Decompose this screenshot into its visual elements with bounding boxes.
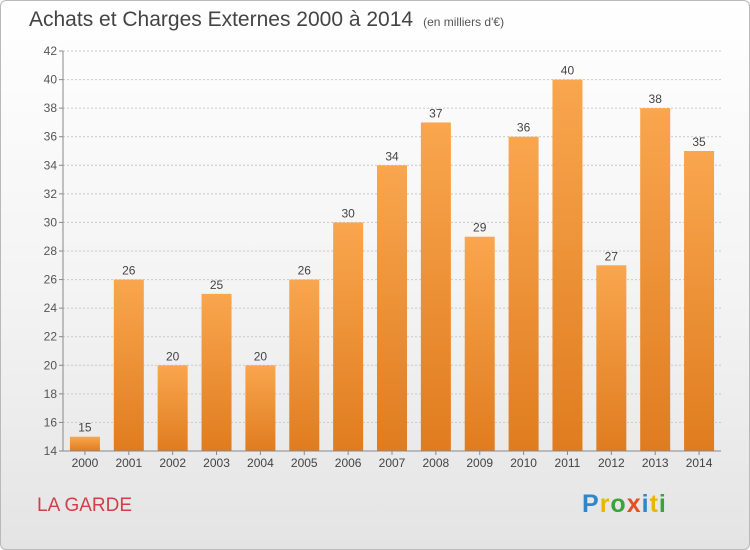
location-label: LA GARDE: [37, 495, 133, 516]
logo-letter: t: [649, 490, 659, 518]
bar: [596, 265, 627, 451]
bar-value-label: 27: [605, 249, 619, 263]
bar-value-label: 20: [166, 349, 180, 363]
y-tick-label: 20: [44, 358, 58, 372]
axes: 14 16 18 20 22 24 26 28 30 32 34 36 38 40 42 2000 2001 20…: [44, 44, 721, 470]
logo-letter: x: [626, 490, 642, 518]
x-tick-label: 2008: [423, 456, 450, 470]
chart-title: Achats et Charges Externes 2000 à 2014 (e…: [29, 8, 504, 32]
x-tick-label: 2005: [291, 456, 318, 470]
bar-value-label: 38: [649, 92, 663, 106]
proxiti-logo: Proxiti: [582, 490, 667, 519]
y-tick-label: 34: [44, 158, 58, 172]
x-tick-label: 2011: [555, 456, 581, 470]
logo-letter: i: [641, 490, 650, 518]
bar: [69, 436, 100, 451]
bar-value-label: 30: [341, 206, 355, 220]
bar: [377, 165, 407, 452]
bar: [333, 222, 364, 451]
bar: [157, 365, 188, 451]
logo-letter: o: [610, 490, 627, 518]
bar: [464, 236, 495, 451]
bar: [508, 136, 539, 451]
bar: [289, 279, 320, 451]
x-tick-label: 2010: [510, 456, 537, 470]
y-tick-label: 14: [44, 444, 58, 458]
bar: [245, 365, 276, 451]
x-tick-label: 2002: [159, 456, 186, 470]
y-tick-label: 30: [44, 215, 58, 229]
chart-subtitle: (en milliers d'€): [423, 15, 505, 29]
bar-value-label: 29: [473, 221, 487, 235]
x-tick-label: 2003: [203, 456, 230, 470]
x-tick-label: 2000: [72, 456, 99, 470]
bar: [113, 279, 144, 451]
bar-value-label: 26: [122, 264, 136, 278]
y-tick-label: 18: [44, 387, 58, 401]
bar-value-label: 15: [78, 421, 92, 435]
bars: 15 26 20 25 20 26 30 34 37 29 36 40 27 38 35: [69, 64, 715, 452]
y-tick-label: 22: [44, 330, 58, 344]
y-tick-label: 40: [44, 73, 58, 87]
x-tick-label: 2012: [598, 456, 625, 470]
x-tick-label: 2001: [115, 456, 142, 470]
bar-value-label: 26: [298, 264, 312, 278]
y-tick-label: 32: [44, 187, 58, 201]
bar-value-label: 34: [385, 149, 399, 163]
bar-value-label: 35: [692, 135, 706, 149]
y-tick-label: 42: [44, 44, 58, 58]
y-tick-label: 38: [44, 101, 58, 115]
bar: [684, 151, 715, 451]
logo-letter: i: [658, 490, 667, 518]
x-tick-label: 2004: [247, 456, 274, 470]
bar-value-label: 36: [517, 121, 531, 135]
bar-value-label: 25: [210, 278, 224, 292]
y-tick-label: 36: [44, 130, 58, 144]
bar: [552, 79, 583, 452]
x-tick-label: 2014: [686, 456, 713, 470]
x-tick-label: 2009: [466, 456, 493, 470]
x-tick-label: 2007: [379, 456, 406, 470]
y-tick-label: 24: [44, 301, 58, 315]
chart-title-text: Achats et Charges Externes 2000 à 2014: [29, 8, 414, 31]
x-tick-label: 2013: [642, 456, 669, 470]
x-tick-label: 2006: [335, 456, 362, 470]
logo-letter: P: [582, 490, 600, 518]
bar: [640, 108, 671, 452]
bar: [420, 122, 451, 451]
y-tick-label: 26: [44, 273, 58, 287]
bar-value-label: 40: [561, 64, 575, 78]
y-tick-label: 28: [44, 244, 58, 258]
y-tick-label: 16: [44, 415, 58, 429]
logo-letter: r: [599, 490, 611, 518]
bar-value-label: 20: [254, 349, 268, 363]
bar: [201, 293, 232, 451]
bar-value-label: 37: [429, 106, 443, 120]
